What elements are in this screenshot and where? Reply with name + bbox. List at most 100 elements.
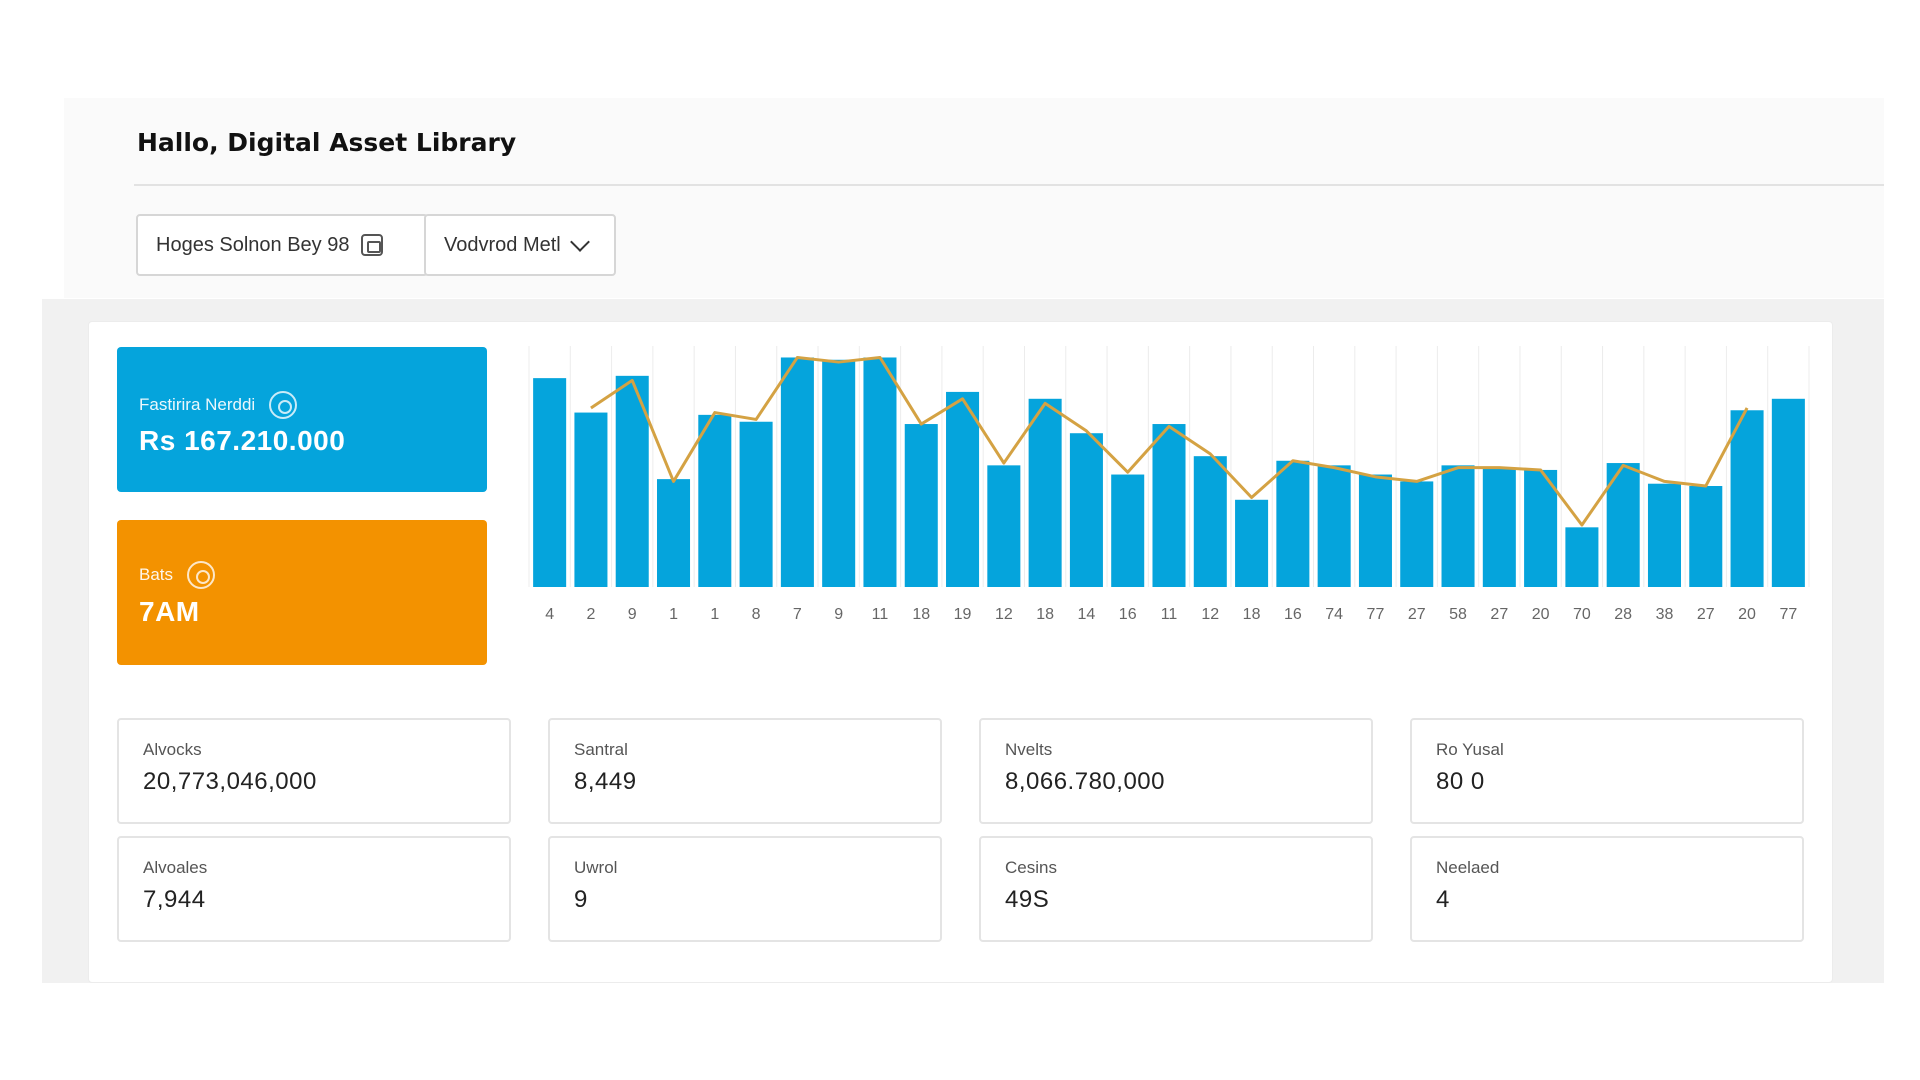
kpi-label: Fastirira Nerddi [139,395,256,414]
x-tick-label: 11 [1161,606,1178,623]
x-tick-label: 28 [1614,606,1632,623]
chart-bar [1400,481,1434,587]
chart-canvas: 4 2 9 1 1 8 7 9 11 18 19 12 18 14 16 11 12 18 16 74 77 27 58 27… [528,346,1810,623]
date-range-label: Hoges Solnon Bey 98 [156,233,350,256]
stat-label: Alvocks [143,740,202,759]
x-tick-label: 70 [1573,606,1591,623]
x-tick-label: 8 [752,606,761,623]
x-tick-label: 18 [912,606,930,623]
stat-card[interactable]: Uwrol 9 [548,836,942,942]
stat-label: Uwrol [574,858,618,877]
stat-value: 20,773,046,000 [143,768,317,795]
kpi-label: Bats [139,565,174,584]
kpi-value: Rs 167.210.000 [139,425,346,456]
x-tick-label: 18 [1036,606,1054,623]
stat-value: 7,944 [143,886,206,913]
chevron-down-icon [569,232,590,252]
chart-bar [1111,474,1145,587]
chart-bar [1565,527,1599,587]
kpi-card-primary[interactable]: Fastirira Nerddi Rs 167.210.000 [117,347,487,492]
x-tick-label: 27 [1697,606,1715,623]
x-tick-label: 77 [1367,606,1385,623]
stat-card[interactable]: Ro Yusal 80 0 [1410,718,1804,824]
x-tick-label: 77 [1779,606,1797,623]
chart-bar [1689,486,1723,587]
chart-bar [1771,398,1805,587]
header-divider [134,184,1884,186]
x-tick-label: 7 [793,606,802,623]
x-tick-label: 9 [834,606,843,623]
stat-label: Alvoales [143,858,208,877]
stat-label: Ro Yusal [1436,740,1504,759]
chart-bar [657,479,691,587]
chart-bar [1235,499,1269,587]
x-tick-label: 19 [954,606,972,623]
chart-bar [1524,469,1558,587]
kpi-value: 7AM [139,596,200,627]
chart-bar [863,357,897,587]
chart-bar [822,359,856,587]
x-tick-label: 9 [628,606,637,623]
chart-bar [1193,456,1227,587]
chart-bar [780,357,814,587]
view-select-label: Vodvrod Metl [444,233,561,256]
x-tick-label: 38 [1656,606,1674,623]
header: Hallo, Digital Asset Library Hoges Solno… [64,98,1884,298]
x-tick-label: 1 [710,606,719,623]
stat-value: 4 [1436,886,1450,913]
chart-bar [1358,474,1392,587]
chart-bar [739,421,773,587]
x-tick-label: 20 [1738,606,1756,623]
view-select-dropdown[interactable]: Vodvrod Metl [424,214,616,276]
stat-value: 8,449 [574,768,637,795]
x-tick-label: 18 [1243,606,1261,623]
chart-bar [987,465,1021,587]
chart-bar [904,424,938,587]
x-tick-label: 16 [1119,606,1137,623]
x-tick-label: 27 [1408,606,1426,623]
chart-bar [533,378,567,587]
stat-value: 49S [1005,886,1050,913]
x-tick-label: 1 [669,606,678,623]
x-tick-label: 2 [586,606,595,623]
stat-card[interactable]: Santral 8,449 [548,718,942,824]
dashboard: Hallo, Digital Asset Library Hoges Solno… [42,98,1884,983]
chart-bar [946,391,980,587]
chart-bar [1317,465,1351,587]
stat-value: 80 0 [1436,768,1485,795]
chart-bar [1647,483,1681,587]
x-tick-label: 27 [1490,606,1508,623]
calendar-icon [361,234,384,256]
chart-bar [1730,410,1764,587]
x-tick-label: 58 [1449,606,1467,623]
chart-bar [1152,424,1186,587]
chart-bar [1441,465,1475,587]
x-tick-label: 12 [995,606,1013,623]
stat-value: 9 [574,886,588,913]
x-tick-label: 16 [1284,606,1302,623]
stat-label: Cesins [1005,858,1057,877]
date-range-filter[interactable]: Hoges Solnon Bey 98 [136,214,428,276]
stat-label: Nvelts [1005,740,1053,759]
chart-bar [1028,398,1062,587]
bar-line-chart: 4 2 9 1 1 8 7 9 11 18 19 12 18 14 16 11 12 18 16 74 77 27 58 27… [528,342,1810,632]
info-icon[interactable] [187,561,216,589]
x-tick-label: 20 [1532,606,1550,623]
chart-line [590,355,1749,527]
stat-card[interactable]: Neelaed 4 [1410,836,1804,942]
stat-label: Neelaed [1436,858,1500,877]
stat-card[interactable]: Nvelts 8,066.780,000 [979,718,1373,824]
chart-bar [1482,467,1516,587]
stat-card[interactable]: Alvocks 20,773,046,000 [117,718,511,824]
chart-bar [1276,460,1310,587]
stat-card[interactable]: Alvoales 7,944 [117,836,511,942]
stat-card[interactable]: Cesins 49S [979,836,1373,942]
kpi-card-secondary[interactable]: Bats 7AM [117,520,487,665]
x-tick-label: 74 [1325,606,1343,623]
x-tick-label: 14 [1078,606,1096,623]
info-icon[interactable] [269,391,298,419]
chart-bar [698,414,732,587]
x-tick-label: 11 [872,606,889,623]
chart-bar [574,412,608,587]
content-card: Fastirira Nerddi Rs 167.210.000 Bats 7AM… [88,321,1833,983]
